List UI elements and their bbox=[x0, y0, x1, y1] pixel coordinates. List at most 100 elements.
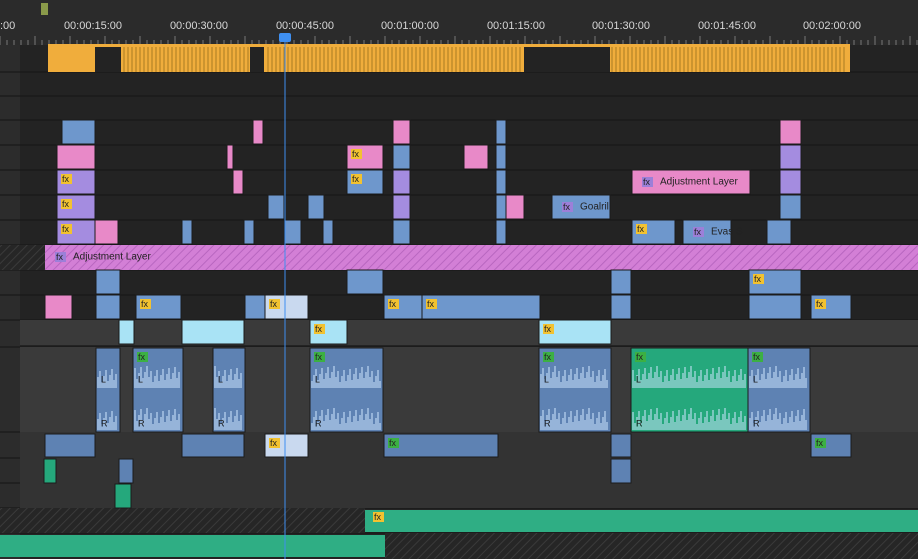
clip[interactable] bbox=[392, 119, 411, 145]
fx-label: fx bbox=[352, 149, 360, 159]
ruler[interactable] bbox=[0, 0, 918, 45]
clip[interactable] bbox=[610, 433, 632, 458]
timecode: 00:00:30:00 bbox=[170, 20, 228, 32]
fx-label: fx bbox=[141, 299, 149, 309]
fx-badge bbox=[269, 438, 280, 448]
clip[interactable] bbox=[95, 269, 121, 295]
fx-badge bbox=[351, 174, 362, 184]
fx-badge bbox=[269, 299, 280, 309]
clip[interactable] bbox=[181, 433, 245, 458]
clip[interactable] bbox=[383, 433, 499, 458]
clip[interactable] bbox=[766, 219, 792, 245]
clip[interactable] bbox=[495, 219, 507, 245]
clip[interactable] bbox=[495, 169, 507, 195]
clip[interactable] bbox=[682, 219, 732, 245]
clip[interactable] bbox=[44, 433, 96, 458]
fx-badge bbox=[543, 324, 554, 334]
clip[interactable] bbox=[44, 294, 73, 320]
clip[interactable] bbox=[226, 144, 234, 170]
clip[interactable] bbox=[56, 144, 96, 170]
channel-label: L bbox=[753, 374, 758, 384]
clip[interactable] bbox=[610, 294, 632, 320]
clip[interactable] bbox=[252, 119, 264, 145]
clip[interactable] bbox=[779, 194, 802, 220]
fx-label: fx bbox=[389, 438, 397, 448]
fx-label: fx bbox=[389, 299, 397, 309]
clip[interactable] bbox=[779, 144, 802, 170]
track-band bbox=[20, 320, 918, 345]
clip[interactable] bbox=[95, 294, 121, 320]
clip[interactable] bbox=[284, 219, 302, 245]
timecode: 00:01:45:00 bbox=[698, 20, 756, 32]
audio-clip[interactable] bbox=[365, 510, 918, 532]
channel-label: R bbox=[315, 418, 322, 428]
clip[interactable] bbox=[322, 219, 334, 245]
audio-clip[interactable] bbox=[0, 535, 385, 557]
fx-badge bbox=[373, 512, 384, 522]
clip[interactable] bbox=[392, 194, 411, 220]
clip[interactable] bbox=[779, 169, 802, 195]
clip[interactable] bbox=[505, 194, 525, 220]
fx-label: fx bbox=[427, 299, 435, 309]
clip[interactable] bbox=[61, 119, 96, 145]
clip[interactable] bbox=[307, 194, 325, 220]
fx-badge bbox=[815, 438, 826, 448]
clip[interactable] bbox=[495, 194, 507, 220]
clip[interactable] bbox=[551, 194, 611, 220]
clip[interactable] bbox=[267, 194, 285, 220]
clip[interactable] bbox=[94, 219, 119, 245]
playhead[interactable] bbox=[279, 33, 291, 42]
clip[interactable] bbox=[181, 219, 193, 245]
channel-label: R bbox=[101, 418, 108, 428]
clip[interactable] bbox=[43, 458, 57, 484]
clip[interactable] bbox=[232, 169, 244, 195]
timecode: 00:02:00:00 bbox=[803, 20, 861, 32]
clip[interactable] bbox=[346, 269, 384, 295]
clip[interactable] bbox=[114, 483, 132, 509]
fx-label: fx bbox=[636, 352, 644, 362]
clip[interactable] bbox=[748, 294, 802, 320]
work-marker[interactable] bbox=[41, 3, 48, 15]
clip[interactable] bbox=[421, 294, 541, 320]
fx-badge bbox=[55, 252, 66, 262]
clip[interactable] bbox=[118, 458, 134, 484]
clip-label: Evas S bbox=[711, 227, 743, 238]
adjustment-layer[interactable] bbox=[45, 245, 918, 270]
render-gap bbox=[524, 47, 610, 72]
fx-badge bbox=[388, 299, 399, 309]
fx-badge bbox=[61, 199, 72, 209]
clip[interactable] bbox=[779, 119, 802, 145]
channel-label: L bbox=[636, 374, 641, 384]
fx-label: fx bbox=[56, 252, 64, 262]
channel-label: R bbox=[753, 418, 760, 428]
clip[interactable] bbox=[495, 144, 507, 170]
clip[interactable] bbox=[244, 294, 266, 320]
fx-label: fx bbox=[138, 352, 146, 362]
fx-label: fx bbox=[637, 224, 645, 234]
clip[interactable] bbox=[181, 319, 245, 345]
clip[interactable] bbox=[610, 269, 632, 295]
fx-label: fx bbox=[544, 324, 552, 334]
timecode: :00 bbox=[0, 20, 15, 32]
clip[interactable] bbox=[392, 144, 411, 170]
fx-label: fx bbox=[352, 174, 360, 184]
clip[interactable] bbox=[243, 219, 255, 245]
fx-label: fx bbox=[270, 438, 278, 448]
fx-badge bbox=[388, 438, 399, 448]
channel-label: R bbox=[138, 418, 145, 428]
clip[interactable] bbox=[495, 119, 507, 145]
channel-label: L bbox=[544, 374, 549, 384]
fx-badge bbox=[314, 352, 325, 362]
fx-label: fx bbox=[753, 352, 761, 362]
hatched-gap bbox=[0, 508, 365, 533]
clip[interactable] bbox=[118, 319, 135, 345]
clip[interactable] bbox=[392, 169, 411, 195]
clip-label: Adjustment Layer bbox=[660, 177, 738, 188]
clip[interactable] bbox=[610, 458, 632, 484]
fx-label: fx bbox=[816, 438, 824, 448]
channel-label: L bbox=[315, 374, 320, 384]
clip[interactable] bbox=[392, 219, 411, 245]
clip[interactable] bbox=[463, 144, 489, 170]
fx-badge bbox=[140, 299, 151, 309]
timecode: 00:00:45:00 bbox=[276, 20, 334, 32]
